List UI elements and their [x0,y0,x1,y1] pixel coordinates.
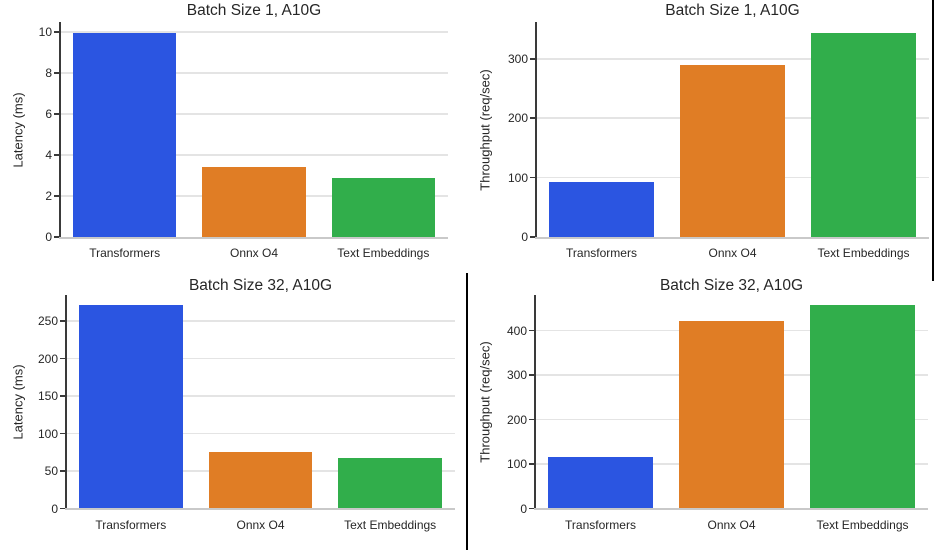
gridline [536,58,929,60]
y-tick-mark [529,463,534,465]
x-tick-label: Transformers [565,517,636,532]
y-tick-mark [60,357,65,360]
gridline [66,320,455,322]
stitch-divider-vertical [466,273,468,550]
x-tick-label: Onnx O4 [229,246,279,260]
y-tick-label: 250 [37,314,58,329]
y-tick-label: 6 [45,107,52,122]
bar-transformers [78,305,183,509]
y-tick-label: 0 [45,230,52,244]
y-tick-label: 200 [507,111,528,126]
y-tick-mark [529,374,534,376]
y-tick-label: 0 [51,501,58,516]
y-axis-spine [65,295,67,510]
x-axis-spine [535,236,929,239]
chart-title: Batch Size 1, A10G [665,2,800,19]
bar-transformers [548,457,653,509]
y-tick-label: 100 [506,457,527,472]
chart-batch1-latency: Batch Size 1, A10G Latency (ms) 0 2 4 6 8 10 T… [0,0,468,275]
gridline [60,113,448,115]
gridline [66,357,455,360]
gridline [66,432,455,435]
y-tick-mark [530,58,535,60]
bar-text-embeddings [331,177,436,237]
bar-text-embeddings [338,457,443,509]
y-tick-mark [54,72,59,74]
y-tick-mark [60,395,65,397]
x-tick-label: Transformers [95,517,167,532]
chart-title: Batch Size 1, A10G [186,2,322,19]
x-tick-label: Onnx O4 [236,517,285,532]
y-tick-mark [54,195,59,197]
x-tick-label: Text Embeddings [337,246,430,260]
y-tick-mark [60,432,65,435]
x-tick-label: Onnx O4 [707,517,756,532]
y-tick-mark [529,329,534,332]
chart-batch32-throughput: Batch Size 32, A10G Throughput (req/sec)… [467,275,935,550]
y-tick-label: 300 [507,51,528,66]
bar-text-embeddings [811,32,916,237]
x-tick-label: Transformers [89,246,161,260]
stitch-border-right [932,0,934,281]
y-tick-label: 8 [45,66,52,81]
y-tick-label: 0 [521,230,528,244]
y-tick-label: 200 [506,412,527,427]
y-axis-spine [59,22,61,238]
gridline [60,31,448,33]
x-tick-label: Text Embeddings [344,517,437,532]
bar-transformers [72,33,177,237]
y-tick-mark [60,507,65,510]
bar-onnx-o4 [679,321,784,509]
x-tick-label: Transformers [566,246,637,260]
bar-onnx-o4 [208,452,313,509]
x-axis-spine [59,236,448,239]
y-tick-mark [54,113,59,115]
y-tick-mark [60,470,65,472]
chart-title: Batch Size 32, A10G [659,277,804,294]
y-tick-mark [530,117,535,119]
y-tick-mark [54,236,59,238]
chart-title: Batch Size 32, A10G [188,277,333,294]
x-tick-label: Text Embeddings [817,246,910,260]
bar-text-embeddings [810,305,915,509]
chart-batch1-throughput: Batch Size 1, A10G Throughput (req/sec) … [467,0,935,275]
x-tick-label: Text Embeddings [816,517,909,532]
y-axis-spine [535,22,537,238]
y-tick-mark [60,320,65,322]
y-tick-label: 200 [37,351,58,366]
y-tick-label: 0 [520,501,527,516]
y-tick-mark [530,176,535,179]
y-tick-label: 50 [44,464,58,479]
y-tick-label: 4 [45,148,52,163]
gridline [60,154,448,156]
gridline [60,72,448,74]
y-tick-label: 400 [506,323,527,338]
x-axis-spine [65,508,455,510]
y-tick-mark [530,236,535,238]
y-tick-label: 300 [506,368,527,383]
y-tick-mark [54,154,59,156]
bar-onnx-o4 [680,64,785,237]
y-tick-label: 150 [37,389,58,404]
y-tick-mark [529,507,534,510]
gridline [66,395,455,397]
bar-transformers [549,181,654,237]
y-tick-mark [529,418,534,421]
bar-onnx-o4 [202,167,306,237]
y-tick-label: 2 [45,189,52,204]
y-axis-label: Throughput (req/sec) [477,341,493,463]
y-tick-mark [54,31,59,33]
y-tick-label: 10 [38,25,52,40]
x-axis-spine [534,508,928,510]
y-axis-spine [534,295,536,510]
y-tick-label: 100 [507,170,528,185]
y-tick-label: 100 [37,426,58,441]
x-tick-label: Onnx O4 [708,246,757,260]
chart-batch32-latency: Batch Size 32, A10G Latency (ms) 0 50 100 1… [0,275,468,550]
